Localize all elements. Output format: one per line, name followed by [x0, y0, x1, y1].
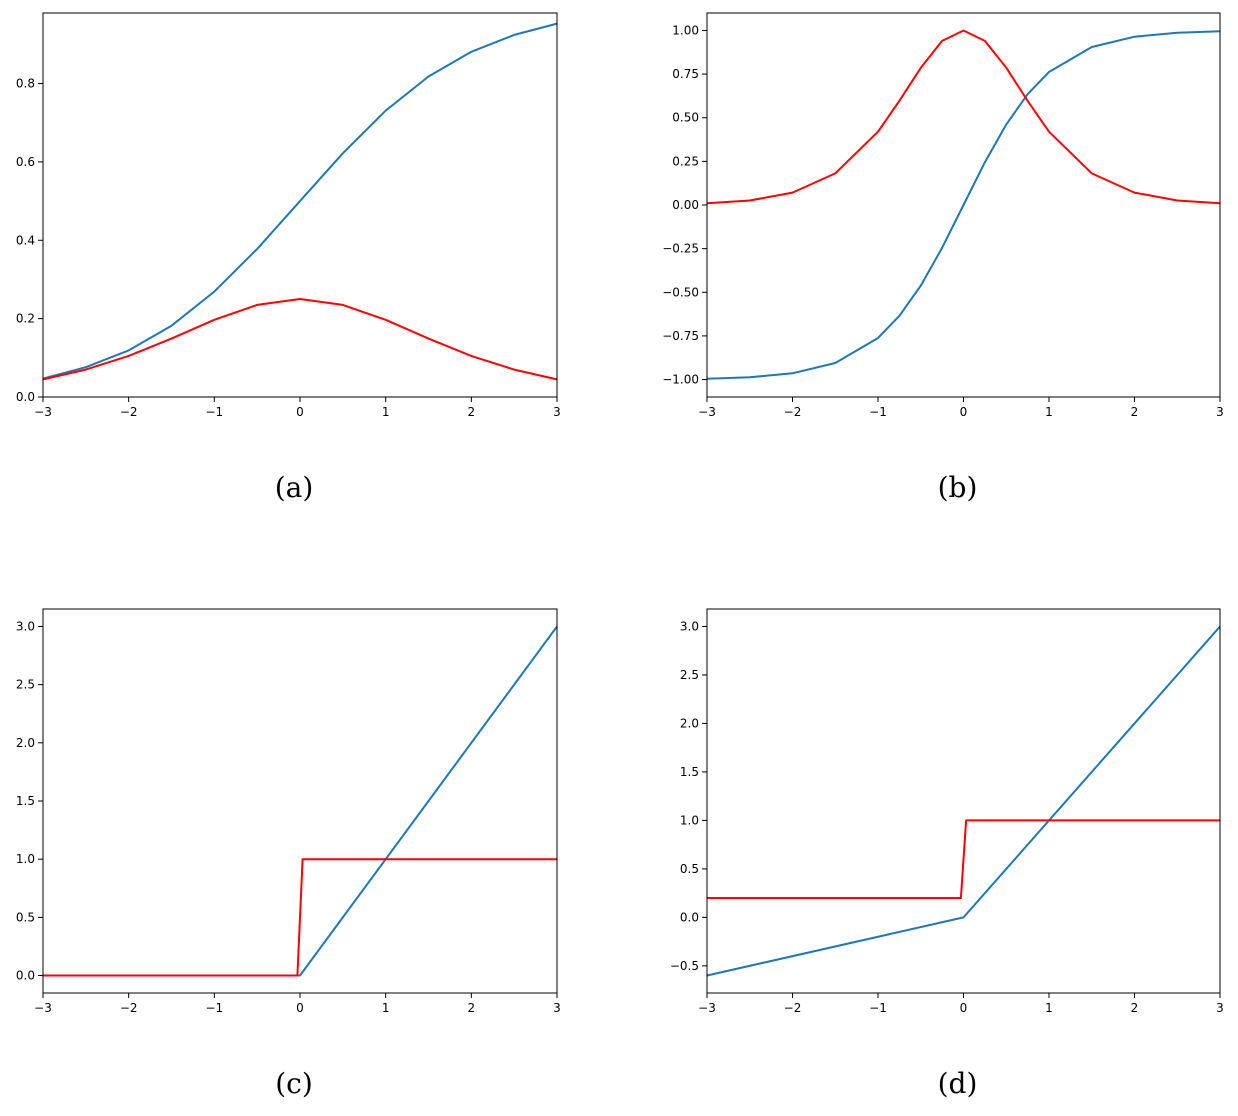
- panel-d-y-tick-label: 0.0: [680, 910, 699, 924]
- panel-a-x-tick-label: −3: [34, 405, 52, 419]
- panel-d-y-tick-label: 1.0: [680, 813, 699, 827]
- panel-c-y-tick-label: 3.0: [16, 619, 35, 633]
- panel-b-x-tick-label: −1: [869, 405, 887, 419]
- panel-b-x-tick-label: 3: [1216, 405, 1224, 419]
- panel-c-series-2-line: [43, 858, 557, 977]
- panel-a-axes-frame: [42, 12, 558, 398]
- panel-b-y-tick-label: 0.00: [672, 198, 699, 212]
- panel-b-x-tick-label: 1: [1045, 405, 1053, 419]
- panel-d-x-tick-label: 3: [1216, 1001, 1224, 1015]
- panel-c-x-tick-label: 1: [382, 1001, 390, 1015]
- panel-d-y-tick-label: 2.5: [680, 668, 699, 682]
- panel-a: −3 −2 −1 0 1 2 3 0.0 0.2 0.4 0.6 0.8 (a): [16, 12, 561, 504]
- panel-d-series-2-line: [707, 819, 1220, 899]
- panel-b-y-tick-label: −0.50: [662, 285, 699, 299]
- panel-d-y-tick-label: −0.5: [670, 959, 699, 973]
- panel-b-series-1-line: [706, 30, 1221, 380]
- panel-d-x-tick-label: −3: [698, 1001, 716, 1015]
- panel-d-y-tick-label: 0.5: [680, 862, 699, 876]
- panel-c-y-tick-label: 1.0: [16, 852, 35, 866]
- panel-a-x-tick-label: 2: [468, 405, 476, 419]
- panel-b-x-tick-label: 2: [1131, 405, 1139, 419]
- panel-a-y-tick-label: 0.4: [16, 233, 35, 247]
- panel-a-y-tick-label: 0.8: [16, 77, 35, 91]
- panel-d-series-1-line: [706, 625, 1221, 977]
- panel-b: −3 −2 −1 0 1 2 3 −1.00 −0.75 −0.50 −0.25 0.00 0.25 0.…: [662, 12, 1224, 504]
- panel-b-x-tick-label: −3: [698, 405, 716, 419]
- panel-d-caption: (d): [938, 1067, 978, 1100]
- panel-a-series-1-line: [42, 22, 558, 380]
- panel-d-axes-frame: [706, 608, 1221, 994]
- panel-a-caption: (a): [275, 471, 314, 504]
- panel-b-y-tick-label: 0.75: [672, 67, 699, 81]
- panel-c-y-tick-label: 0.0: [16, 969, 35, 983]
- panel-d-x-tick-label: 2: [1131, 1001, 1139, 1015]
- panel-d: −3 −2 −1 0 1 2 3 −0.5 0.0 0.5 1.0 1.5 2.0 2.5 3.0 (d): [670, 608, 1224, 1100]
- panel-b-x-tick-label: 0: [960, 405, 968, 419]
- panel-b-series-2-line: [706, 29, 1221, 205]
- panel-c-x-tick-label: 2: [468, 1001, 476, 1015]
- panel-a-x-tick-label: −2: [120, 405, 138, 419]
- panel-c-x-tick-label: −2: [120, 1001, 138, 1015]
- panel-a-y-tick-label: 0.0: [16, 390, 35, 404]
- panel-d-x-tick-label: 0: [960, 1001, 968, 1015]
- panel-b-y-tick-label: −1.00: [662, 373, 699, 387]
- panel-d-y-tick-label: 3.0: [680, 619, 699, 633]
- panel-b-y-tick-label: 1.00: [672, 23, 699, 37]
- panel-d-y-tick-label: 1.5: [680, 765, 699, 779]
- panel-d-x-tick-label: 1: [1045, 1001, 1053, 1015]
- panel-c-x-tick-label: −3: [34, 1001, 52, 1015]
- panel-b-y-tick-label: −0.25: [662, 242, 699, 256]
- panel-d-x-tick-label: −1: [869, 1001, 887, 1015]
- panel-a-series-2-line: [42, 298, 558, 381]
- panel-a-x-tick-label: −1: [205, 405, 223, 419]
- panel-c-caption: (c): [275, 1067, 313, 1100]
- panel-b-x-tick-label: −2: [784, 405, 802, 419]
- panel-b-y-tick-label: 0.25: [672, 154, 699, 168]
- panel-c-x-tick-label: −1: [205, 1001, 223, 1015]
- panel-c: −3 −2 −1 0 1 2 3 0.0 0.5 1.0 1.5 2.0 2.5 3.0 (c): [16, 608, 561, 1100]
- panel-c-y-tick-label: 1.5: [16, 794, 35, 808]
- panel-a-y-tick-label: 0.2: [16, 312, 35, 326]
- panel-c-y-tick-label: 2.5: [16, 678, 35, 692]
- panel-c-y-tick-label: 2.0: [16, 736, 35, 750]
- panel-a-y-tick-label: 0.6: [16, 155, 35, 169]
- panel-b-caption: (b): [938, 471, 978, 504]
- panel-b-y-tick-label: 0.50: [672, 111, 699, 125]
- panel-b-y-tick-label: −0.75: [662, 329, 699, 343]
- panel-a-x-tick-label: 3: [553, 405, 561, 419]
- panel-c-y-tick-label: 0.5: [16, 910, 35, 924]
- panel-a-x-tick-label: 1: [382, 405, 390, 419]
- panel-a-x-tick-label: 0: [296, 405, 304, 419]
- panel-c-x-tick-label: 0: [296, 1001, 304, 1015]
- panel-d-x-tick-label: −2: [784, 1001, 802, 1015]
- panel-c-x-tick-label: 3: [553, 1001, 561, 1015]
- panel-d-y-tick-label: 2.0: [680, 716, 699, 730]
